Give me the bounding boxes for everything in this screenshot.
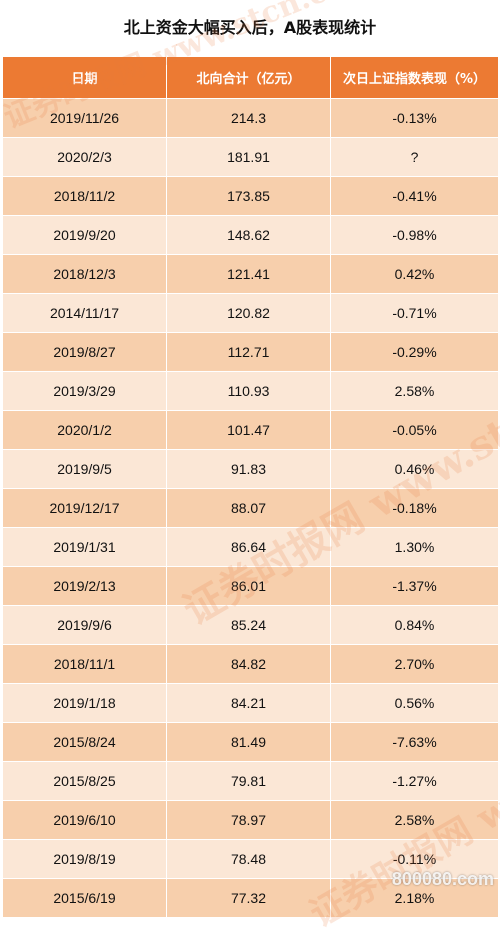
cell-northbound: 78.48 — [166, 839, 331, 879]
cell-date: 2018/11/1 — [2, 644, 167, 684]
cell-northbound: 84.21 — [166, 683, 331, 723]
cell-next-day: -0.71% — [330, 293, 499, 333]
cell-next-day: -0.18% — [330, 488, 499, 528]
table-row: 2015/8/24 81.49 -7.63% — [2, 722, 499, 762]
cell-date: 2019/1/18 — [2, 683, 167, 723]
cell-date: 2019/9/6 — [2, 605, 167, 645]
cell-northbound: 173.85 — [166, 176, 331, 216]
cell-northbound: 101.47 — [166, 410, 331, 450]
cell-northbound: 148.62 — [166, 215, 331, 255]
table-row: 2018/11/2 173.85 -0.41% — [2, 176, 499, 216]
table-row: 2018/11/1 84.82 2.70% — [2, 644, 499, 684]
cell-next-day: 0.46% — [330, 449, 499, 489]
cell-date: 2018/11/2 — [2, 176, 167, 216]
table-row: 2019/8/27 112.71 -0.29% — [2, 332, 499, 372]
cell-northbound: 77.32 — [166, 878, 331, 918]
table-row: 2014/11/17 120.82 -0.71% — [2, 293, 499, 333]
cell-date: 2015/8/24 — [2, 722, 167, 762]
cell-date: 2019/9/5 — [2, 449, 167, 489]
table-row: 2020/1/2 101.47 -0.05% — [2, 410, 499, 450]
cell-northbound: 121.41 — [166, 254, 331, 294]
cell-northbound: 81.49 — [166, 722, 331, 762]
cell-date: 2019/11/26 — [2, 98, 167, 138]
cell-northbound: 110.93 — [166, 371, 331, 411]
header-row: 日期 北向合计（亿元） 次日上证指数表现（%） — [2, 56, 499, 99]
stats-table: 日期 北向合计（亿元） 次日上证指数表现（%） 2019/11/26 214.3-… — [2, 56, 499, 918]
cell-next-day: -0.13% — [330, 98, 499, 138]
table-row: 2019/1/18 84.21 0.56% — [2, 683, 499, 723]
cell-date: 2019/1/31 — [2, 527, 167, 567]
cell-next-day: -0.41% — [330, 176, 499, 216]
cell-northbound: 84.82 — [166, 644, 331, 684]
header-next-day: 次日上证指数表现（%） — [330, 56, 499, 99]
cell-date: 2019/6/10 — [2, 800, 167, 840]
cell-northbound: 86.64 — [166, 527, 331, 567]
table-body: 2019/11/26 214.3 -0.13% 2020/2/3 181.91? 2018… — [2, 98, 499, 918]
cell-next-day: -1.27% — [330, 761, 499, 801]
table-row: 2018/12/3 121.41 0.42% — [2, 254, 499, 294]
table-row: 2019/9/5 91.83 0.46% — [2, 449, 499, 489]
cell-date: 2014/11/17 — [2, 293, 167, 333]
cell-northbound: 85.24 — [166, 605, 331, 645]
cell-northbound: 86.01 — [166, 566, 331, 606]
header-northbound: 北向合计（亿元） — [166, 56, 331, 99]
cell-next-day: 2.70% — [330, 644, 499, 684]
cell-date: 2020/2/3 — [2, 137, 167, 177]
cell-northbound: 120.82 — [166, 293, 331, 333]
cell-next-day: 2.58% — [330, 800, 499, 840]
table-row: 2019/12/17 88.07 -0.18% — [2, 488, 499, 528]
cell-date: 2019/8/19 — [2, 839, 167, 879]
cell-date: 2019/9/20 — [2, 215, 167, 255]
cell-date: 2020/1/2 — [2, 410, 167, 450]
cell-date: 2015/6/19 — [2, 878, 167, 918]
cell-next-day: -0.29% — [330, 332, 499, 372]
table-row: 2019/1/31 86.64 1.30% — [2, 527, 499, 567]
table-row: 2019/3/29 110.93 2.58% — [2, 371, 499, 411]
cell-next-day: 0.42% — [330, 254, 499, 294]
cell-next-day: 1.30% — [330, 527, 499, 567]
cell-next-day: -0.98% — [330, 215, 499, 255]
cell-date: 2015/8/25 — [2, 761, 167, 801]
cell-next-day: -0.05% — [330, 410, 499, 450]
cell-next-day: 2.58% — [330, 371, 499, 411]
cell-northbound: 112.71 — [166, 332, 331, 372]
cell-northbound: 214.3 — [166, 98, 331, 138]
table-header: 日期 北向合计（亿元） 次日上证指数表现（%） — [2, 56, 499, 99]
table-row: 2019/6/10 78.97 2.58% — [2, 800, 499, 840]
cell-next-day: ? — [330, 137, 499, 177]
table-row: 2020/2/3 181.91? — [2, 137, 499, 177]
cell-northbound: 78.97 — [166, 800, 331, 840]
corner-logo: 800080.com — [391, 869, 494, 889]
page-title: 北上资金大幅买入后，A股表现统计 — [123, 18, 377, 37]
cell-northbound: 181.91 — [166, 137, 331, 177]
header-date: 日期 — [2, 56, 167, 99]
table-row: 2019/9/20 148.62 -0.98% — [2, 215, 499, 255]
table-row: 2015/8/25 79.81 -1.27% — [2, 761, 499, 801]
cell-northbound: 91.83 — [166, 449, 331, 489]
cell-date: 2019/12/17 — [2, 488, 167, 528]
cell-next-day: -7.63% — [330, 722, 499, 762]
table-row: 2019/11/26 214.3 -0.13% — [2, 98, 499, 138]
cell-date: 2019/2/13 — [2, 566, 167, 606]
cell-date: 2019/8/27 — [2, 332, 167, 372]
cell-northbound: 79.81 — [166, 761, 331, 801]
cell-date: 2018/12/3 — [2, 254, 167, 294]
cell-northbound: 88.07 — [166, 488, 331, 528]
table-row: 2019/9/6 85.24 0.84% — [2, 605, 499, 645]
table-row: 2019/8/19 78.48 -0.11% — [2, 839, 499, 879]
cell-date: 2019/3/29 — [2, 371, 167, 411]
cell-next-day: 0.56% — [330, 683, 499, 723]
cell-next-day: -1.37% — [330, 566, 499, 606]
cell-next-day: 0.84% — [330, 605, 499, 645]
table-row: 2019/2/13 86.01 -1.37% — [2, 566, 499, 606]
